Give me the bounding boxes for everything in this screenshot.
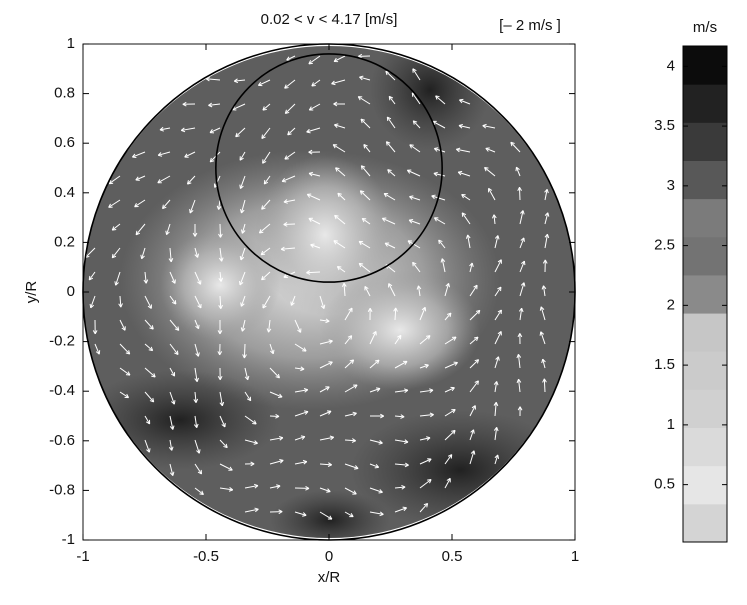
- colorbar-band: [683, 428, 727, 467]
- vector-arrow: [544, 379, 545, 392]
- x-tick-label: 0.5: [442, 548, 463, 565]
- colorbar-tick-label: 0.5: [654, 476, 675, 493]
- x-tick-label: -1: [76, 548, 89, 565]
- y-tick-label: -0.8: [49, 481, 75, 498]
- vector-arrow: [244, 344, 245, 358]
- vector-arrow: [220, 224, 221, 237]
- colorbar-band: [683, 237, 727, 276]
- colorbar-tick-label: 2: [667, 296, 675, 313]
- colorbar-band: [683, 389, 727, 428]
- colorbar-band: [683, 466, 727, 505]
- y-tick-label: -1: [62, 531, 75, 548]
- colorbar-band: [683, 351, 727, 390]
- colorbar-band: [683, 46, 727, 85]
- y-tick-label: 0.8: [54, 85, 75, 102]
- field-background: [80, 30, 575, 550]
- y-tick-label: -0.6: [49, 432, 75, 449]
- x-tick-label: -0.5: [193, 548, 219, 565]
- vector-arrow: [519, 187, 520, 200]
- colorbar-tick-label: 4: [667, 57, 675, 74]
- y-tick-label: -0.2: [49, 333, 75, 350]
- x-tick-label: 1: [571, 548, 579, 565]
- y-tick-label: 0: [67, 283, 75, 300]
- colorbar-tick-label: 1: [667, 416, 675, 433]
- y-axis-label: y/R: [23, 281, 40, 304]
- scale-label: [– 2 m/s ]: [499, 17, 561, 34]
- colorbar-band: [683, 313, 727, 352]
- y-tick-label: -0.4: [49, 382, 75, 399]
- colorbar-band: [683, 504, 727, 543]
- colorbar-band: [683, 122, 727, 161]
- colorbar-tick-label: 3: [667, 177, 675, 194]
- colorbar-band: [683, 275, 727, 314]
- vector-arrow: [306, 272, 320, 273]
- colorbar-band: [683, 84, 727, 123]
- colorbar-tick-label: 1.5: [654, 356, 675, 373]
- y-tick-label: 0.4: [54, 184, 75, 201]
- y-tick-label: 1: [67, 35, 75, 52]
- chart-title: 0.02 < v < 4.17 [m/s]: [261, 11, 398, 28]
- x-tick-label: 0: [325, 548, 333, 565]
- y-tick-label: 0.2: [54, 233, 75, 250]
- colorbar-band: [683, 160, 727, 199]
- colorbar-tick-label: 2.5: [654, 237, 675, 254]
- colorbar-tick-label: 3.5: [654, 117, 675, 134]
- colorbar-label: m/s: [693, 19, 717, 36]
- y-tick-label: 0.6: [54, 134, 75, 151]
- x-axis-label: x/R: [318, 569, 341, 586]
- colorbar-band: [683, 199, 727, 238]
